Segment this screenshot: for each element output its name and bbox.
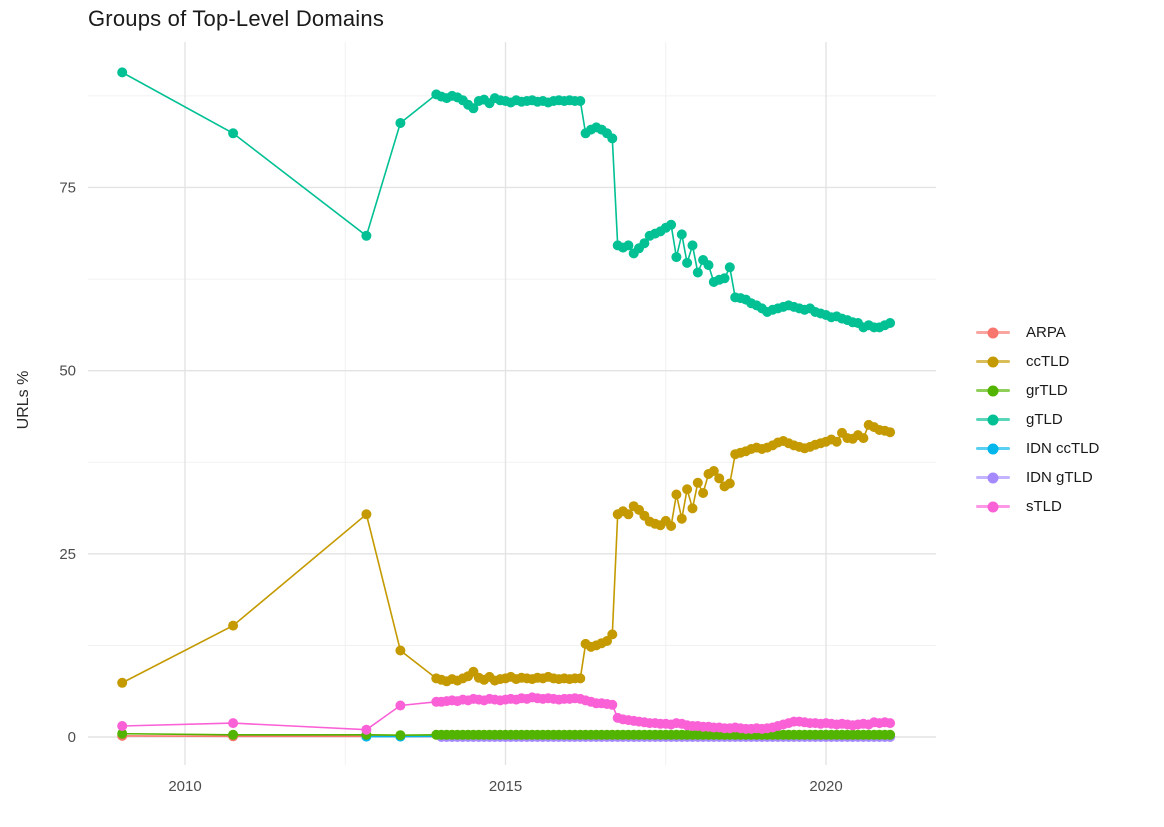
series-points-stld xyxy=(117,692,896,735)
legend-key-icon xyxy=(976,355,1010,368)
x-tick-label: 2020 xyxy=(809,778,842,795)
legend-item-grtld: grTLD xyxy=(976,376,1099,405)
y-tick-labels: 0 25 50 75 xyxy=(59,179,76,746)
series-grtld xyxy=(117,728,896,741)
y-tick-label: 0 xyxy=(68,729,76,746)
series-points-grtld xyxy=(117,728,896,741)
legend-label: ccTLD xyxy=(1026,353,1070,370)
x-tick-label: 2015 xyxy=(489,778,522,795)
legend-label: sTLD xyxy=(1026,498,1062,515)
series-cctld xyxy=(117,419,896,688)
series-points-cctld xyxy=(117,419,896,688)
legend-label: ARPA xyxy=(1026,324,1066,341)
y-tick-label: 75 xyxy=(59,179,76,196)
legend-label: IDN gTLD xyxy=(1026,469,1093,486)
gridlines-minor xyxy=(88,42,936,765)
gridlines-major xyxy=(88,42,936,765)
series-points-gtld xyxy=(117,67,896,333)
series-stld xyxy=(117,692,896,735)
legend-key-icon xyxy=(976,471,1010,484)
series-gtld xyxy=(117,67,896,333)
legend-key-icon xyxy=(976,326,1010,339)
chart-title: Groups of Top-Level Domains xyxy=(88,6,385,31)
legend-key-icon xyxy=(976,500,1010,513)
legend-label: gTLD xyxy=(1026,411,1063,428)
legend-label: grTLD xyxy=(1026,382,1068,399)
x-tick-label: 2010 xyxy=(168,778,201,795)
legend-key-icon xyxy=(976,413,1010,426)
legend-key-icon xyxy=(976,384,1010,397)
y-tick-label: 50 xyxy=(59,363,76,380)
legend-item-cctld: ccTLD xyxy=(976,347,1099,376)
legend: ARPA ccTLD grTLD gTLD IDN ccTLD IDN gTLD sTLD xyxy=(976,318,1099,521)
legend-item-arpa: ARPA xyxy=(976,318,1099,347)
legend-item-idn-gtld: IDN gTLD xyxy=(976,463,1099,492)
y-tick-label: 25 xyxy=(59,546,76,563)
legend-key-icon xyxy=(976,442,1010,455)
legend-label: IDN ccTLD xyxy=(1026,440,1100,457)
x-tick-labels: 2010 2015 2020 xyxy=(168,778,842,795)
legend-item-idn-cctld: IDN ccTLD xyxy=(976,434,1099,463)
legend-item-gtld: gTLD xyxy=(976,405,1099,434)
legend-item-stld: sTLD xyxy=(976,492,1099,521)
